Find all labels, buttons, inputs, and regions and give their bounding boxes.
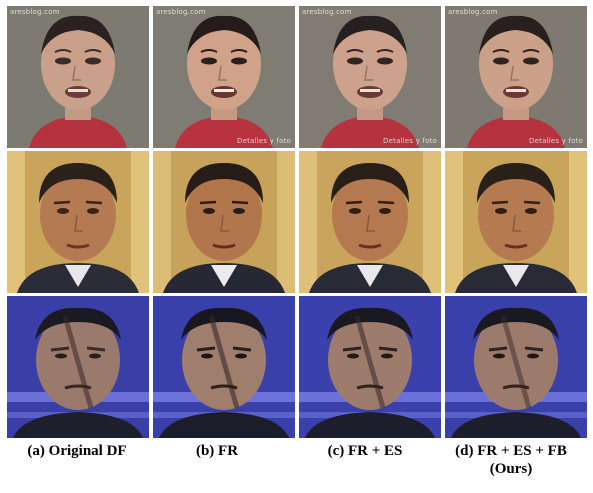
image-row1-fr-es-fb: aresblog.com Detalles y foto [445, 6, 587, 148]
watermark-top: aresblog.com [156, 8, 206, 16]
face-anchor-fr-es [299, 151, 441, 293]
image-row3-original-df [7, 296, 149, 438]
face-woman-fr-es-fb [445, 6, 587, 148]
image-row3-fr [153, 296, 295, 438]
image-row1-original-df: aresblog.com [7, 6, 149, 148]
face-anchor-original [7, 151, 149, 293]
face-man-blue-fr-es [299, 296, 441, 438]
image-row1-fr-es: aresblog.com Detalles y foto [299, 6, 441, 148]
caption-fr-es-fb: (d) FR + ES + FB (Ours) [436, 442, 586, 478]
caption-fr-es: (c) FR + ES [290, 442, 440, 460]
face-man-blue-fr [153, 296, 295, 438]
face-anchor-fr-es-fb [445, 151, 587, 293]
figure-captions: (a) Original DF (b) FR (c) FR + ES (d) F… [0, 442, 593, 493]
watermark-top: aresblog.com [302, 8, 352, 16]
face-woman-fr [153, 6, 295, 148]
watermark-bottom: Detalles y foto [383, 137, 437, 145]
caption-fr: (b) FR [142, 442, 292, 460]
face-man-blue-fr-es-fb [445, 296, 587, 438]
caption-line1: (d) FR + ES + FB [455, 443, 567, 459]
watermark-bottom: Detalles y foto [529, 137, 583, 145]
caption-line2: (Ours) [489, 461, 533, 477]
face-woman-fr-es [299, 6, 441, 148]
face-woman-original [7, 6, 149, 148]
image-row2-original-df [7, 151, 149, 293]
image-row3-fr-es [299, 296, 441, 438]
caption-line1: (c) FR + ES [327, 443, 403, 459]
face-anchor-fr [153, 151, 295, 293]
image-row2-fr-es-fb [445, 151, 587, 293]
caption-line1: (a) Original DF [27, 443, 127, 459]
watermark-bottom: Detalles y foto [237, 137, 291, 145]
watermark-top: aresblog.com [448, 8, 498, 16]
caption-original-df: (a) Original DF [2, 442, 152, 460]
comparison-grid: aresblog.com aresblog.com Detalles y fot… [7, 6, 587, 438]
image-row1-fr: aresblog.com Detalles y foto [153, 6, 295, 148]
face-man-blue-original [7, 296, 149, 438]
watermark-top: aresblog.com [10, 8, 60, 16]
image-row2-fr-es [299, 151, 441, 293]
image-row3-fr-es-fb [445, 296, 587, 438]
caption-line1: (b) FR [195, 443, 239, 459]
image-row2-fr [153, 151, 295, 293]
